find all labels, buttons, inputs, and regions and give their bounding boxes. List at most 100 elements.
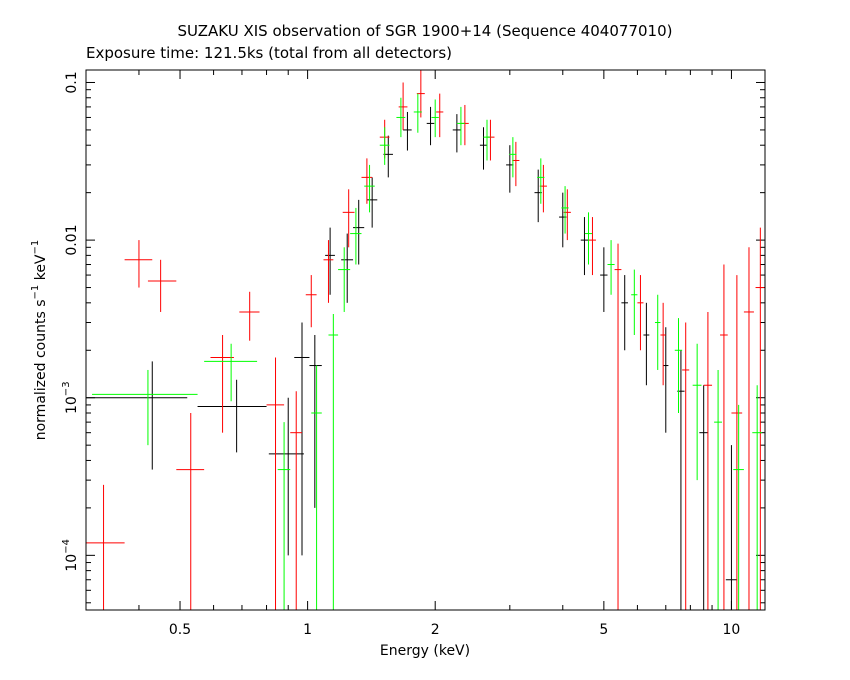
x-tick-label: 10 (723, 622, 741, 638)
y-axis-label-exp1: −1 (30, 285, 41, 300)
data-point (733, 404, 744, 610)
data-point (682, 322, 690, 610)
x-tick-label: 1 (303, 622, 312, 638)
y-axis-label-mid: keV (33, 254, 49, 285)
y-tick-label: 0.01 (64, 225, 80, 256)
data-point (537, 158, 545, 204)
data-point (396, 97, 406, 138)
data-point (197, 379, 267, 453)
data-point (124, 240, 153, 288)
y-tick-label-exponent: −4 (61, 539, 72, 554)
data-point (660, 302, 666, 386)
data-point (699, 385, 708, 610)
data-point (755, 227, 765, 610)
y-axis-label-exp2: −1 (30, 240, 41, 255)
y-axis-label: normalized counts s−1 keV−1 (30, 240, 49, 441)
data-point (483, 119, 491, 161)
x-axis-label: Energy (keV) (380, 643, 470, 659)
data-point (266, 357, 285, 610)
y-tick-label-base: 0.1 (64, 71, 80, 93)
x-tick-label: 2 (431, 622, 440, 638)
plot-frame (85, 69, 766, 611)
data-point (486, 119, 495, 161)
x-tick-label: 0.5 (169, 622, 191, 638)
data-point (436, 93, 444, 138)
data-point (663, 327, 669, 433)
data-point (350, 207, 362, 265)
data-point (426, 106, 435, 146)
data-point (654, 294, 661, 370)
x-tick-label: 5 (599, 622, 608, 638)
data-point (364, 164, 375, 213)
data-point (379, 127, 390, 165)
data-point (743, 247, 754, 610)
data-point (631, 269, 638, 335)
data-points (86, 70, 765, 610)
data-point (731, 275, 743, 610)
y-tick-label-exponent: −3 (61, 381, 72, 396)
data-point (92, 369, 198, 446)
data-point (323, 240, 334, 303)
data-point (176, 412, 205, 610)
data-point (643, 302, 650, 386)
data-point (460, 104, 469, 146)
series-1 (86, 70, 765, 610)
data-point (277, 422, 291, 610)
data-point (204, 343, 258, 402)
data-point (239, 291, 260, 341)
data-point (561, 186, 569, 234)
data-point (584, 212, 593, 265)
chart-title: SUZAKU XIS observation of SGR 1900+14 (S… (178, 22, 673, 40)
data-point (311, 365, 322, 610)
data-point (752, 385, 762, 610)
data-point (328, 313, 339, 610)
data-point (600, 247, 608, 312)
data-point (580, 217, 589, 276)
data-point (456, 106, 465, 146)
data-point (325, 227, 335, 295)
y-tick-label: 10−3 (61, 381, 80, 414)
data-point (210, 334, 234, 433)
data-point (86, 484, 125, 610)
data-point (452, 114, 461, 153)
data-point (506, 145, 514, 193)
y-axis-label-main: normalized counts s (33, 299, 49, 440)
data-point (614, 243, 622, 610)
y-tick-label: 0.1 (64, 71, 80, 93)
series-2 (92, 93, 762, 610)
chart-subtitle: Exposure time: 121.5ks (total from all d… (86, 44, 452, 62)
data-point (703, 311, 713, 610)
data-point (431, 99, 439, 138)
data-point (268, 397, 304, 556)
data-point (342, 189, 355, 248)
data-point (305, 275, 317, 328)
data-point (403, 111, 412, 151)
data-point (413, 93, 422, 133)
data-point (353, 199, 365, 265)
data-point (674, 318, 683, 413)
data-point (720, 264, 728, 610)
data-point (714, 369, 722, 610)
data-point (398, 82, 408, 130)
y-tick-label-base: 0.01 (64, 225, 80, 256)
y-tick-label-base: 10 (64, 396, 80, 414)
data-point (361, 158, 373, 204)
data-point (479, 127, 487, 170)
data-point (621, 275, 628, 351)
data-point (341, 233, 354, 303)
data-point (607, 240, 615, 295)
data-point (725, 445, 737, 610)
y-tick-label-base: 10 (64, 554, 80, 572)
series-0 (86, 106, 737, 610)
data-point (86, 361, 188, 470)
data-point (509, 137, 517, 178)
data-point (309, 334, 322, 508)
data-point (588, 217, 596, 276)
data-point (338, 247, 351, 312)
y-tick-label: 10−4 (61, 539, 80, 572)
data-point (637, 275, 644, 351)
data-point (294, 322, 310, 556)
data-point (512, 141, 520, 187)
